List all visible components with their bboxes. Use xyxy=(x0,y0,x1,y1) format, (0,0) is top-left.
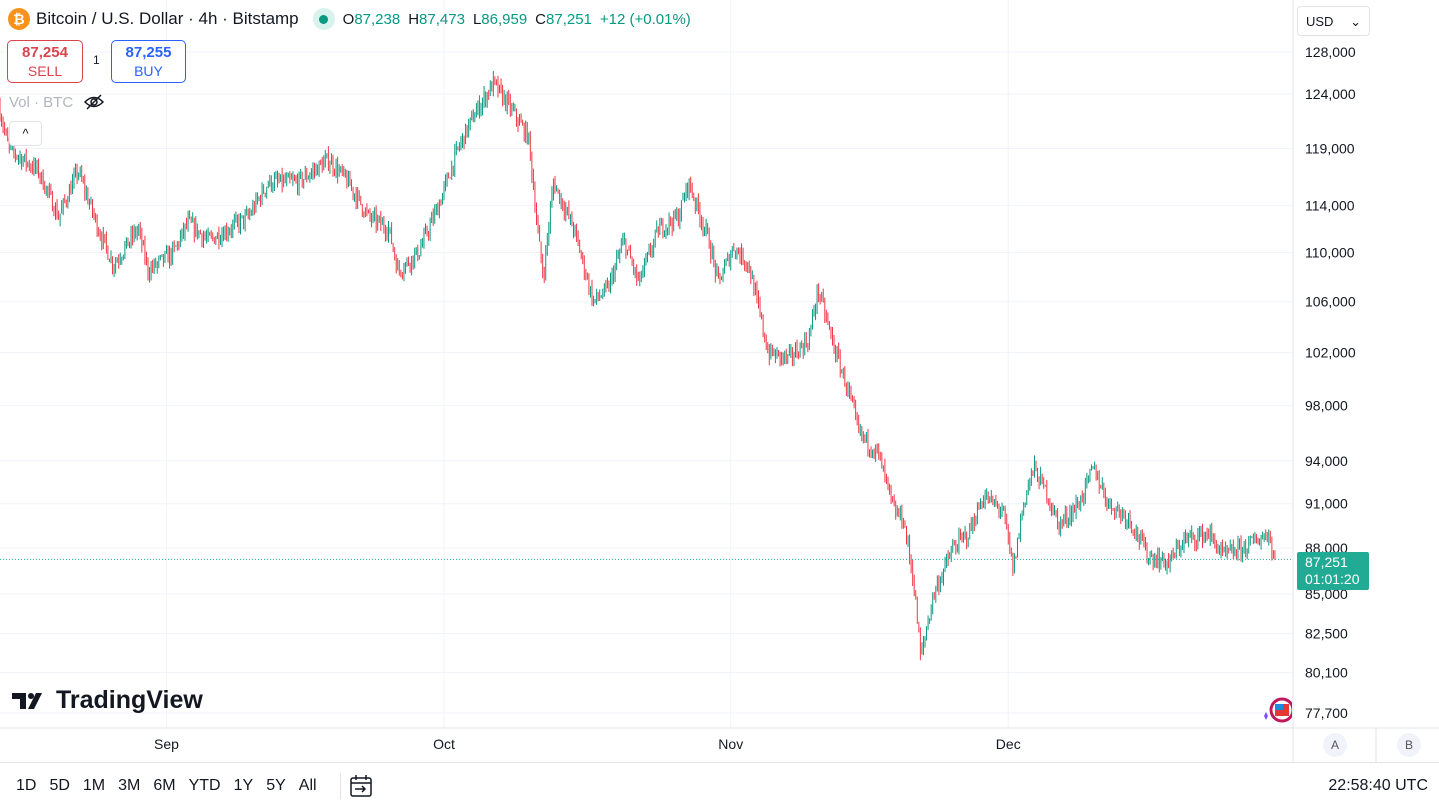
close-value: 87,251 xyxy=(546,10,592,28)
currency-value: USD xyxy=(1306,14,1334,29)
auto-scale-button[interactable]: A xyxy=(1323,733,1347,757)
ohlc-values: O87,238 H87,473 L86,959 C87,251 +12 (+0.… xyxy=(343,11,691,28)
range-1m[interactable]: 1M xyxy=(82,776,106,794)
price-tick-label: 91,000 xyxy=(1305,496,1348,512)
sell-button[interactable]: 87,254 SELL xyxy=(7,40,83,83)
divider xyxy=(339,772,341,799)
low-label: L xyxy=(472,10,482,28)
range-1y[interactable]: 1Y xyxy=(233,776,254,794)
range-ytd[interactable]: YTD xyxy=(188,776,221,794)
price-tick-label: 106,000 xyxy=(1305,294,1356,310)
price-tick-label: 82,500 xyxy=(1305,626,1348,642)
tradingview-logo-icon xyxy=(12,692,42,709)
time-tick-label: Nov xyxy=(718,736,743,752)
price-tick-label: 85,000 xyxy=(1305,586,1348,602)
low-value: 86,959 xyxy=(481,10,528,28)
bottom-toolbar: 1D 5D 1M 3M 6M YTD 1Y 5Y All 22:58:40 UT… xyxy=(0,762,1439,808)
sell-label: SELL xyxy=(27,63,63,79)
bitcoin-icon: ₿ xyxy=(8,8,30,30)
buy-button[interactable]: 87,255 BUY xyxy=(111,40,186,83)
go-to-date-icon[interactable] xyxy=(349,774,373,798)
time-tick-label: Dec xyxy=(996,736,1021,752)
price-tick-label: 77,700 xyxy=(1305,705,1348,721)
bar-countdown: 01:01:20 xyxy=(1305,571,1360,587)
range-all[interactable]: All xyxy=(298,776,317,794)
time-axis: Sep Oct Nov Dec xyxy=(154,736,1021,752)
range-5d[interactable]: 5D xyxy=(49,776,70,794)
price-tick-label: 102,000 xyxy=(1305,345,1356,361)
price-axis: 128,000 124,000 119,000 114,000 110,000 106,0… xyxy=(1305,44,1356,721)
time-tick-label: Sep xyxy=(154,736,179,752)
sell-price: 87,254 xyxy=(22,44,68,61)
volume-legend: Vol · BTC xyxy=(9,93,105,111)
price-tick-label: 119,000 xyxy=(1305,141,1355,157)
price-tick-label: 128,000 xyxy=(1305,44,1356,60)
chevron-down-icon: ⌄ xyxy=(1350,14,1361,29)
currency-select[interactable]: USD ⌄ xyxy=(1297,6,1370,36)
us-flag-icon xyxy=(1262,697,1292,723)
range-5y[interactable]: 5Y xyxy=(266,776,286,794)
logo-text: TradingView xyxy=(56,686,203,714)
current-price-tag: 87,251 01:01:20 xyxy=(1297,552,1369,590)
eye-crossed-icon[interactable] xyxy=(83,93,105,111)
price-tick-label: 80,100 xyxy=(1305,665,1348,681)
clock: 22:58:40 UTC xyxy=(1328,777,1428,794)
range-6m[interactable]: 6M xyxy=(153,776,176,794)
price-tick-label: 98,000 xyxy=(1305,398,1348,414)
current-price: 87,251 xyxy=(1305,554,1348,570)
market-status-icon[interactable] xyxy=(312,8,335,30)
price-tick-label: 110,000 xyxy=(1305,245,1355,261)
symbol-title[interactable]: Bitcoin / U.S. Dollar · 4h · Bitstamp xyxy=(36,9,299,28)
collapse-button[interactable]: ^ xyxy=(9,121,42,146)
symbol-header: ₿ Bitcoin / U.S. Dollar · 4h · Bitstamp … xyxy=(8,8,691,30)
buy-price: 87,255 xyxy=(125,44,172,61)
candles xyxy=(0,70,1276,661)
range-3m[interactable]: 3M xyxy=(118,776,141,794)
price-tick-label: 94,000 xyxy=(1305,453,1348,469)
change-value: +12 (+0.01%) xyxy=(599,10,691,28)
buy-label: BUY xyxy=(134,63,163,79)
close-label: C xyxy=(535,10,547,28)
open-label: O xyxy=(342,10,355,28)
price-tick-label: 114,000 xyxy=(1305,197,1355,213)
scale-b-button[interactable]: B xyxy=(1397,733,1421,757)
high-label: H xyxy=(408,10,420,28)
volume-label: Vol · BTC xyxy=(9,93,74,111)
quantity: 1 xyxy=(93,53,100,67)
high-value: 87,473 xyxy=(419,10,465,28)
grid-lines xyxy=(0,0,1293,728)
price-tick-label: 124,000 xyxy=(1305,86,1356,102)
open-value: 87,238 xyxy=(354,10,401,28)
tradingview-logo[interactable]: TradingView xyxy=(12,686,203,715)
price-chart[interactable]: 128,000 124,000 119,000 114,000 110,000 106,0… xyxy=(0,0,1439,762)
time-tick-label: Oct xyxy=(433,736,455,752)
range-1d[interactable]: 1D xyxy=(16,776,37,794)
